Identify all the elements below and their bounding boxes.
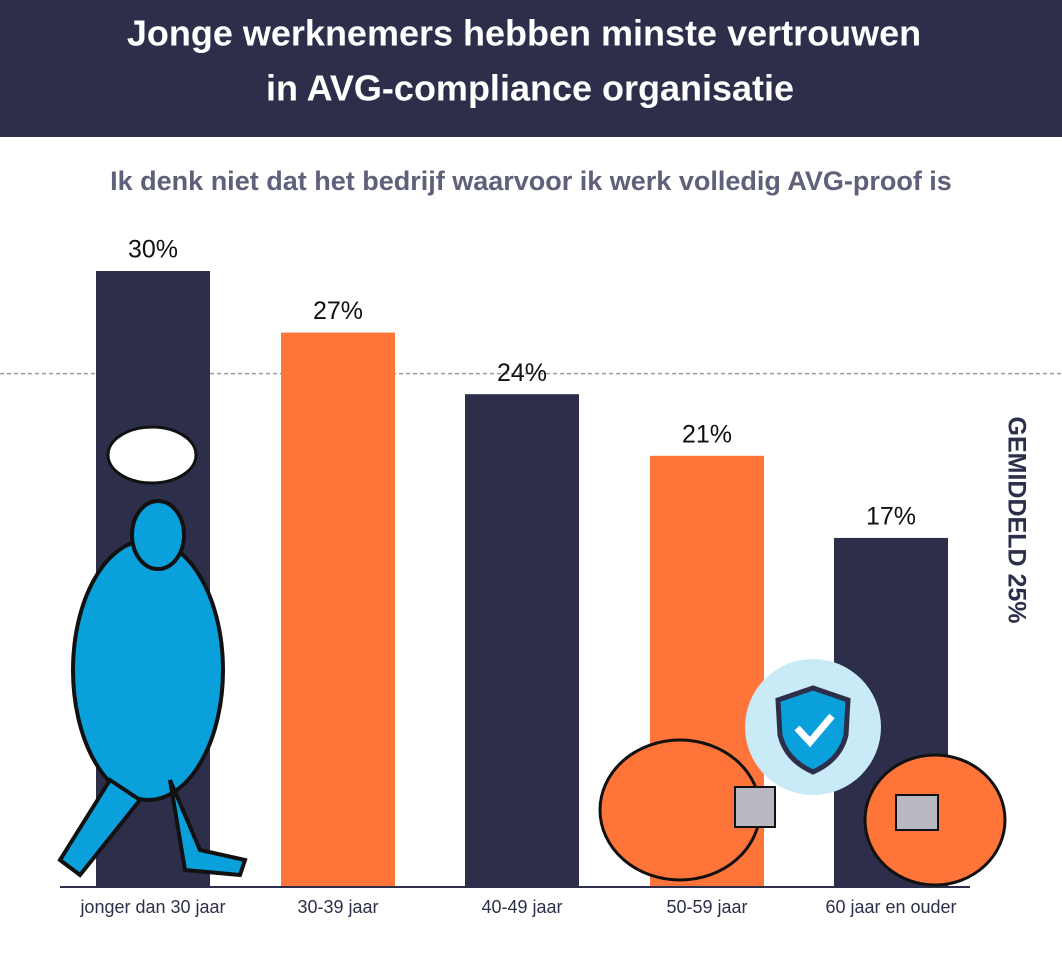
- x-tick-label: 40-49 jaar: [481, 897, 562, 917]
- value-label: 30%: [128, 236, 178, 264]
- chart-title: in AVG-compliance organisatie: [266, 68, 794, 109]
- header-band: [0, 0, 1062, 137]
- chart-title: Jonge werknemers hebben minste vertrouwe…: [127, 13, 921, 54]
- value-label: 17%: [866, 503, 916, 531]
- illustrations: [57, 425, 1007, 887]
- bar: [465, 394, 579, 887]
- value-label: 27%: [313, 297, 363, 325]
- value-label: 24%: [497, 359, 547, 387]
- chart-subtitle: Ik denk niet dat het bedrijf waarvoor ik…: [110, 166, 952, 196]
- average-label: GEMIDDELD 25%: [1002, 417, 1030, 624]
- x-tick-label: jonger dan 30 jaar: [79, 897, 225, 917]
- check: [794, 713, 835, 748]
- figure-head: [130, 499, 186, 571]
- figure-legs: [57, 777, 248, 878]
- x-tick-label: 50-59 jaar: [666, 897, 747, 917]
- laptop: [895, 794, 939, 831]
- x-tick-label: 30-39 jaar: [297, 897, 378, 917]
- laptop: [734, 786, 776, 828]
- shield: [775, 685, 851, 775]
- value-label: 21%: [682, 420, 732, 448]
- bar: [281, 332, 395, 888]
- thought-cloud: [106, 425, 198, 485]
- figure-body: [71, 538, 225, 802]
- x-tick-label: 60 jaar en ouder: [825, 897, 956, 917]
